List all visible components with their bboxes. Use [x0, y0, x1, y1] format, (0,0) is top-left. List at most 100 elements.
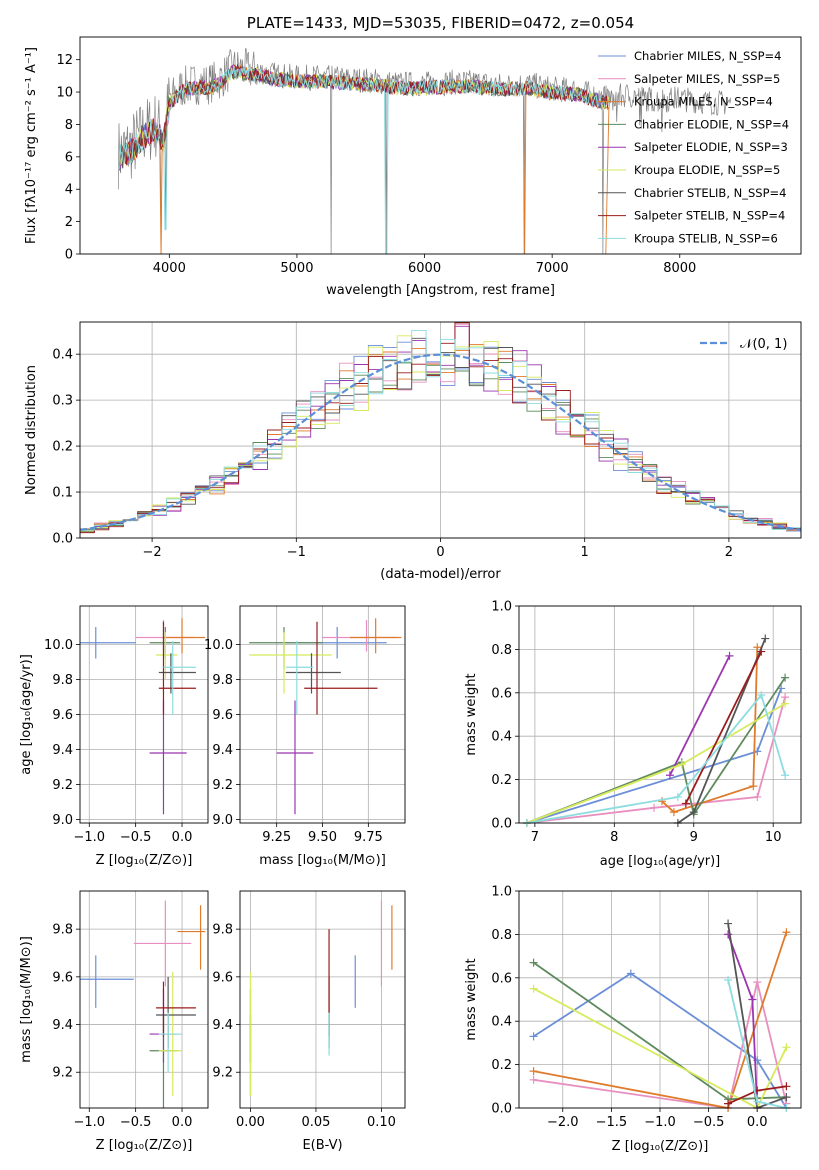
legend-entry: Salpeter ELODIE, N_SSP=3	[634, 140, 788, 154]
y-tick-label: 1.0	[491, 885, 512, 900]
x-tick-label: 9.50	[308, 830, 337, 845]
y-axis-label: Flux [fλ10⁻¹⁷ erg cm⁻² s⁻¹ A⁻¹]	[24, 47, 39, 244]
x-tick-label: 8	[610, 830, 618, 845]
data-point-marker	[781, 699, 790, 708]
mass-weight-line	[526, 696, 786, 824]
y-tick-label: 0.8	[491, 643, 512, 658]
data-point-marker	[681, 799, 690, 808]
y-tick-label: 8	[65, 118, 73, 133]
axes-frame	[239, 890, 406, 1109]
x-tick-label: 0	[436, 545, 444, 560]
x-tick-label: −1.0	[73, 830, 105, 845]
data-point-marker	[673, 792, 682, 801]
x-tick-label: 10	[765, 830, 782, 845]
x-axis-label: mass [log₁₀(M/M⊙)]	[259, 853, 386, 868]
x-tick-label: −0.5	[693, 1115, 725, 1130]
x-tick-label: 0.0	[747, 1115, 768, 1130]
y-tick-label: 9.2	[52, 1066, 73, 1081]
y-tick-label: 0.4	[491, 1015, 512, 1030]
y-tick-label: 0.2	[491, 1058, 512, 1073]
mass-weight-line	[526, 702, 786, 824]
y-tick-label: 9.4	[52, 743, 73, 758]
y-tick-label: 4	[65, 183, 73, 198]
data-point-marker	[689, 808, 698, 817]
x-tick-label: 9	[690, 830, 698, 845]
y-tick-label: 10.0	[204, 638, 233, 653]
axes-frame	[79, 36, 802, 255]
data-point-marker	[748, 995, 757, 1004]
data-point-marker	[529, 984, 538, 993]
chart-title: PLATE=1433, MJD=53035, FIBERID=0472, z=0…	[247, 14, 634, 32]
axes-frame	[79, 890, 209, 1109]
y-tick-label: 0.0	[491, 817, 512, 832]
y-tick-label: 9.8	[52, 923, 73, 938]
data-point-marker	[529, 1075, 538, 1084]
y-tick-label: 10.0	[44, 638, 73, 653]
x-tick-label: 0.00	[236, 1115, 265, 1130]
axes-frame	[518, 605, 802, 824]
legend-entry: Salpeter MILES, N_SSP=5	[634, 72, 780, 86]
data-point-marker	[749, 782, 758, 791]
x-axis-label: Z [log₁₀(Z/Z⊙)]	[612, 1139, 709, 1154]
x-tick-label: 9.75	[354, 830, 383, 845]
data-point-marker	[753, 1097, 762, 1106]
y-tick-label: 9.4	[52, 1018, 73, 1033]
y-tick-label: 9.8	[212, 673, 233, 688]
x-axis-label: Z [log₁₀(Z/Z⊙)]	[96, 1138, 193, 1153]
y-tick-label: 9.2	[52, 778, 73, 793]
data-point-marker	[665, 771, 674, 780]
y-tick-label: 0.2	[491, 773, 512, 788]
data-point-marker	[757, 690, 766, 699]
data-point-marker	[626, 969, 635, 978]
mass-weight-line	[526, 693, 786, 824]
y-tick-label: 9.6	[212, 708, 233, 723]
data-point-marker	[782, 1082, 791, 1091]
data-point-marker	[657, 797, 666, 806]
mass-weight-line	[684, 651, 763, 804]
mass-weight-line	[669, 655, 731, 776]
y-tick-label: 0.3	[52, 394, 73, 409]
y-tick-label: 9.0	[212, 813, 233, 828]
x-tick-label: −2.0	[547, 1115, 579, 1130]
y-tick-label: 9.0	[52, 813, 73, 828]
x-tick-label: −1	[287, 545, 306, 560]
axes-frame	[239, 605, 406, 824]
y-tick-label: 0.6	[491, 686, 512, 701]
x-axis-label: age [log₁₀(age/yr)]	[600, 854, 721, 869]
data-point-marker	[724, 919, 733, 928]
legend-entry: Chabrier MILES, N_SSP=4	[634, 49, 781, 63]
y-axis-label: age [log₁₀(age/yr)]	[19, 654, 34, 775]
x-tick-label: 4000	[153, 261, 186, 276]
normal-curve	[79, 353, 802, 531]
y-tick-label: 9.6	[52, 708, 73, 723]
data-point-marker	[753, 643, 762, 652]
legend-entry: Kroupa STELIB, N_SSP=6	[634, 231, 778, 245]
y-tick-label: 1.0	[491, 600, 512, 615]
y-axis-label: mass weight	[464, 958, 479, 1040]
data-point-marker	[782, 1043, 791, 1052]
data-point-marker	[529, 1067, 538, 1076]
x-tick-label: 5000	[280, 261, 313, 276]
x-tick-label: −1.0	[644, 1115, 676, 1130]
y-tick-label: 9.8	[52, 673, 73, 688]
residual-histogram	[80, 329, 801, 531]
y-tick-label: 0.0	[491, 1102, 512, 1117]
axes-frame	[79, 321, 802, 539]
data-point-marker	[724, 1099, 733, 1108]
model-spectrum-line	[118, 65, 606, 254]
y-axis-label: mass weight	[464, 673, 479, 755]
legend-entry: Chabrier STELIB, N_SSP=4	[634, 186, 786, 200]
x-tick-label: −0.5	[120, 830, 152, 845]
data-point-marker	[650, 803, 659, 812]
x-tick-label: 8000	[663, 261, 696, 276]
y-tick-label: 0.0	[52, 532, 73, 547]
y-tick-label: 9.6	[212, 970, 233, 985]
y-tick-label: 0.6	[491, 971, 512, 986]
data-point-marker	[529, 958, 538, 967]
x-tick-label: 7	[531, 830, 539, 845]
y-tick-label: 10	[56, 86, 73, 101]
y-tick-label: 6	[65, 150, 73, 165]
mass-weight-line	[526, 688, 782, 824]
y-tick-label: 0.4	[52, 348, 73, 363]
x-tick-label: 0.0	[172, 830, 193, 845]
